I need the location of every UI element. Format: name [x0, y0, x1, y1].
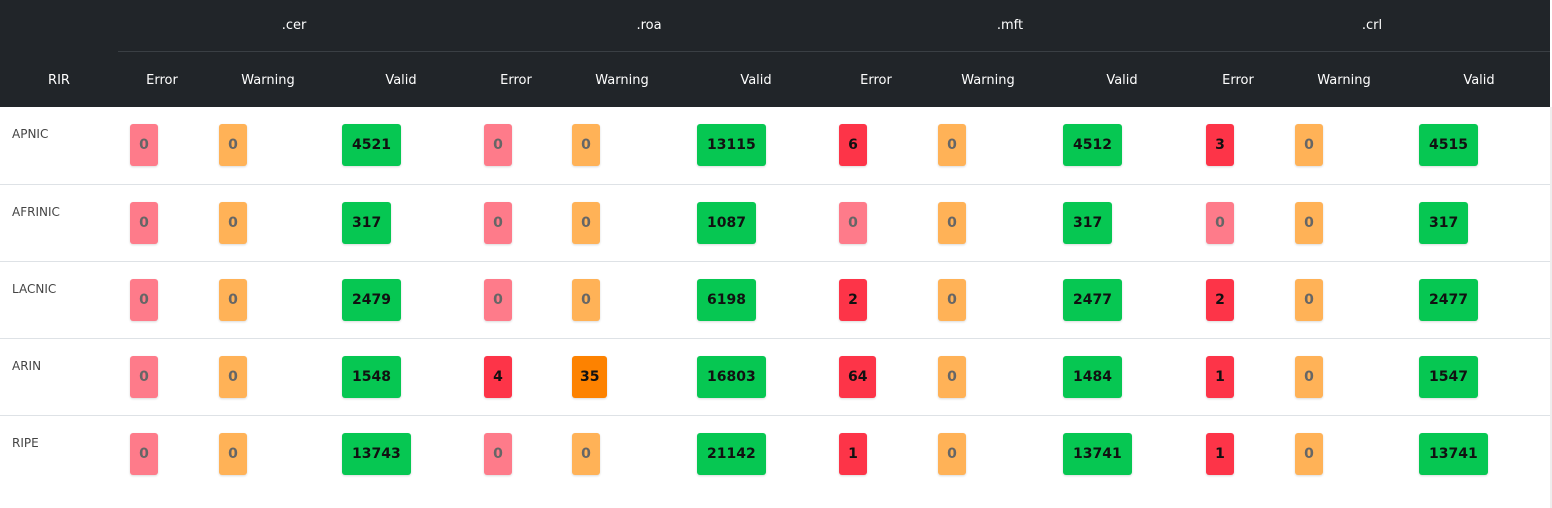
- mft-error-badge: 6: [839, 124, 867, 166]
- header-mft-error: Error: [860, 73, 892, 88]
- table-row: APNIC 0 0 4521 0 0 13115 6 0 4512 3 0 4515: [0, 107, 1550, 184]
- roa-error-badge: 0: [484, 279, 512, 321]
- cer-warning-badge: 0: [219, 356, 247, 398]
- table-row: RIPE 0 0 13743 0 0 21142 1 0 13741 1 0 13741: [0, 415, 1550, 492]
- rir-name: AFRINIC: [12, 205, 60, 219]
- crl-warning-badge: 0: [1295, 124, 1323, 166]
- cer-error-badge: 0: [130, 124, 158, 166]
- mft-error-badge: 1: [839, 433, 867, 475]
- header-rir: RIR: [48, 73, 70, 88]
- header-cer-valid: Valid: [385, 73, 417, 88]
- header-mft-warning: Warning: [961, 73, 1015, 88]
- crl-warning-badge: 0: [1295, 433, 1323, 475]
- cer-warning-badge: 0: [219, 202, 247, 244]
- cer-error-badge: 0: [130, 202, 158, 244]
- table-right-edge: [1550, 107, 1552, 508]
- mft-valid-badge: 1484: [1063, 356, 1122, 398]
- table-row: AFRINIC 0 0 317 0 0 1087 0 0 317 0 0 317: [0, 184, 1550, 261]
- crl-warning-badge: 0: [1295, 202, 1323, 244]
- header-cer-error: Error: [146, 73, 178, 88]
- roa-valid-badge: 21142: [697, 433, 766, 475]
- crl-warning-badge: 0: [1295, 356, 1323, 398]
- cer-valid-badge: 317: [342, 202, 392, 244]
- crl-valid-badge: 317: [1419, 202, 1469, 244]
- crl-error-badge: 1: [1206, 356, 1234, 398]
- cer-warning-badge: 0: [219, 124, 247, 166]
- crl-error-badge: 0: [1206, 202, 1234, 244]
- header-crl-warning: Warning: [1317, 73, 1371, 88]
- cer-error-badge: 0: [130, 433, 158, 475]
- header-group-cer: .cer: [281, 18, 307, 33]
- crl-valid-badge: 1547: [1419, 356, 1478, 398]
- roa-valid-badge: 1087: [697, 202, 756, 244]
- rir-name: ARIN: [12, 359, 42, 373]
- header-roa-warning: Warning: [595, 73, 649, 88]
- roa-warning-badge: 35: [572, 356, 608, 398]
- roa-warning-badge: 0: [572, 279, 600, 321]
- cer-error-badge: 0: [130, 356, 158, 398]
- roa-valid-badge: 6198: [697, 279, 756, 321]
- crl-error-badge: 3: [1206, 124, 1234, 166]
- rir-name: LACNIC: [12, 282, 57, 296]
- header-group-roa: .roa: [636, 18, 662, 33]
- roa-warning-badge: 0: [572, 124, 600, 166]
- mft-valid-badge: 2477: [1063, 279, 1122, 321]
- roa-error-badge: 0: [484, 202, 512, 244]
- table-row: ARIN 0 0 1548 4 35 16803 64 0 1484 1 0 1547: [0, 338, 1550, 415]
- crl-warning-badge: 0: [1295, 279, 1323, 321]
- cer-valid-badge: 2479: [342, 279, 401, 321]
- crl-error-badge: 1: [1206, 433, 1234, 475]
- mft-valid-badge: 317: [1063, 202, 1113, 244]
- rir-name: APNIC: [12, 127, 49, 141]
- roa-warning-badge: 0: [572, 202, 600, 244]
- mft-warning-badge: 0: [938, 124, 966, 166]
- mft-warning-badge: 0: [938, 356, 966, 398]
- header-mft-valid: Valid: [1106, 73, 1138, 88]
- roa-valid-badge: 16803: [697, 356, 766, 398]
- mft-warning-badge: 0: [938, 202, 966, 244]
- cer-warning-badge: 0: [219, 433, 247, 475]
- header-crl-error: Error: [1222, 73, 1254, 88]
- header-group-mft: .mft: [996, 18, 1024, 33]
- cer-valid-badge: 1548: [342, 356, 401, 398]
- mft-valid-badge: 13741: [1063, 433, 1132, 475]
- mft-warning-badge: 0: [938, 433, 966, 475]
- crl-valid-badge: 13741: [1419, 433, 1488, 475]
- mft-error-badge: 2: [839, 279, 867, 321]
- mft-warning-badge: 0: [938, 279, 966, 321]
- header-roa-error: Error: [500, 73, 532, 88]
- mft-error-badge: 0: [839, 202, 867, 244]
- mft-valid-badge: 4512: [1063, 124, 1122, 166]
- cer-warning-badge: 0: [219, 279, 247, 321]
- cer-valid-badge: 13743: [342, 433, 411, 475]
- header-roa-valid: Valid: [740, 73, 772, 88]
- table-row: LACNIC 0 0 2479 0 0 6198 2 0 2477 2 0 2477: [0, 261, 1550, 338]
- mft-error-badge: 64: [839, 356, 877, 398]
- rir-name: RIPE: [12, 436, 39, 450]
- roa-valid-badge: 13115: [697, 124, 766, 166]
- roa-warning-badge: 0: [572, 433, 600, 475]
- cer-valid-badge: 4521: [342, 124, 401, 166]
- header-divider: [118, 51, 1550, 52]
- header-crl-valid: Valid: [1463, 73, 1495, 88]
- header-cer-warning: Warning: [241, 73, 295, 88]
- header-group-crl: .crl: [1361, 18, 1383, 33]
- crl-error-badge: 2: [1206, 279, 1234, 321]
- table-header: RIR .cer .roa .mft .crl Error Warning Va…: [0, 0, 1550, 107]
- crl-valid-badge: 4515: [1419, 124, 1478, 166]
- roa-error-badge: 0: [484, 124, 512, 166]
- roa-error-badge: 0: [484, 433, 512, 475]
- cer-error-badge: 0: [130, 279, 158, 321]
- crl-valid-badge: 2477: [1419, 279, 1478, 321]
- roa-error-badge: 4: [484, 356, 512, 398]
